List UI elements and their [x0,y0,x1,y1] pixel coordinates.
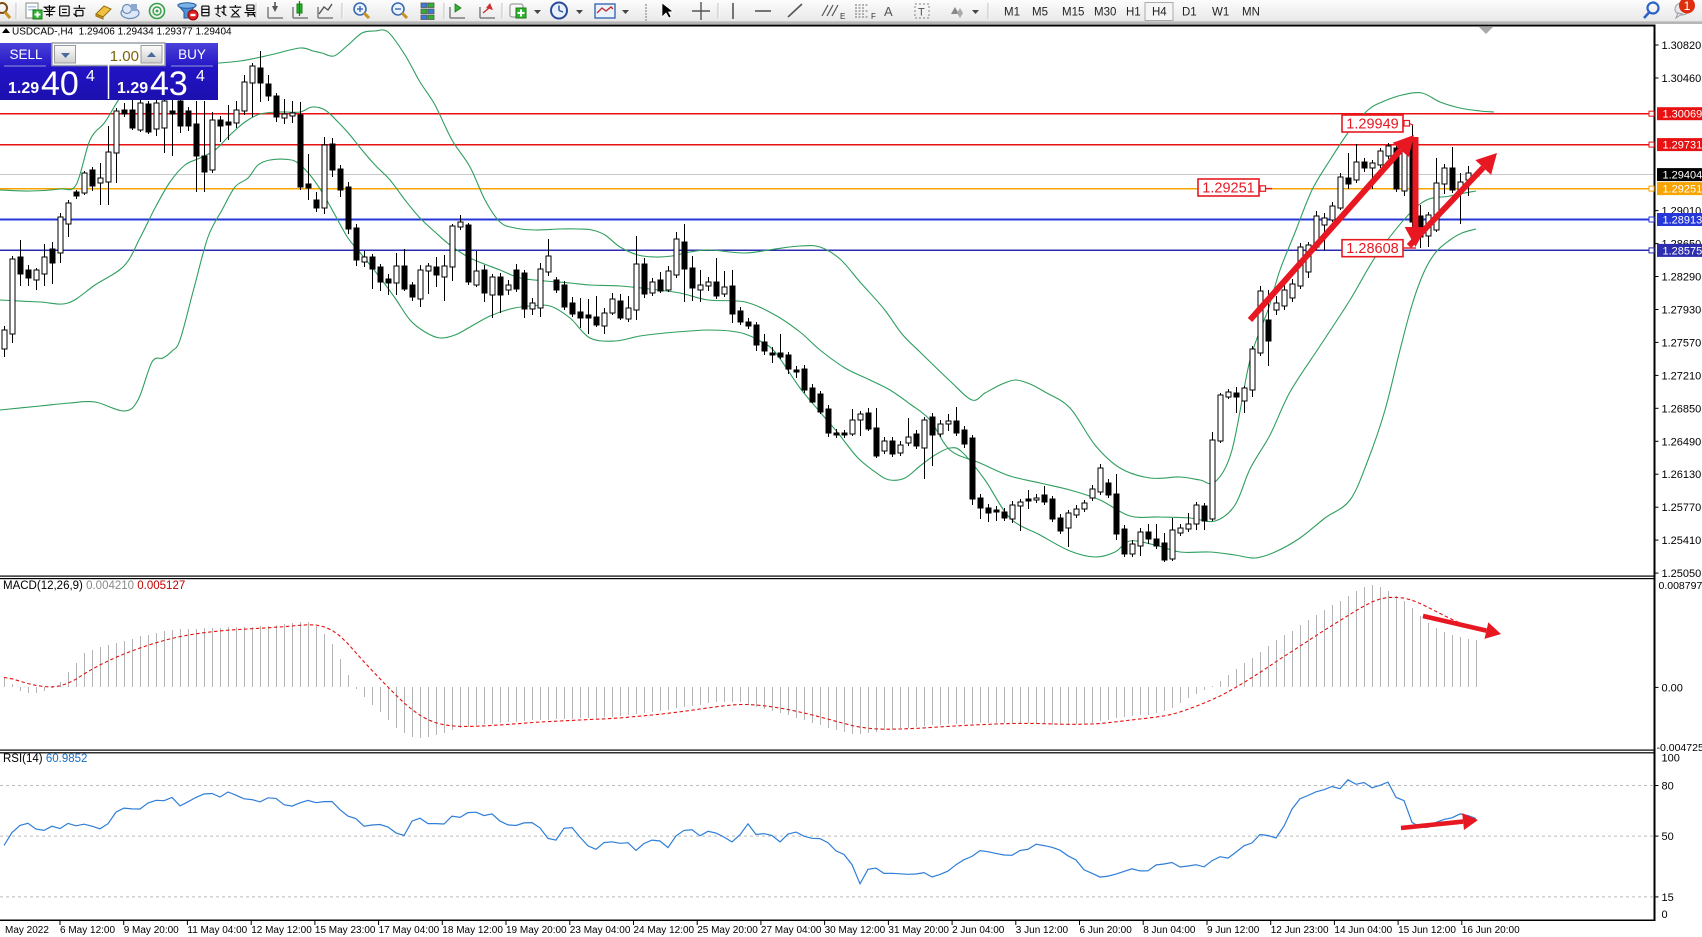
svg-text:9 May 20:00: 9 May 20:00 [124,925,179,936]
svg-text:4: 4 [86,68,95,85]
svg-text:W1: W1 [1212,7,1229,19]
svg-text:80: 80 [1662,781,1674,793]
svg-text:40: 40 [41,65,79,103]
svg-text:31 May 20:00: 31 May 20:00 [888,925,949,936]
svg-text:14 Jun 04:00: 14 Jun 04:00 [1334,925,1392,936]
svg-text:1.29: 1.29 [8,80,39,97]
svg-text:27 May 04:00: 27 May 04:00 [761,925,822,936]
svg-text:1.30460: 1.30460 [1662,73,1702,85]
svg-text:0: 0 [1662,909,1668,921]
svg-text:3 Jun 12:00: 3 Jun 12:00 [1016,925,1069,936]
svg-text:-0.004725: -0.004725 [1657,742,1702,754]
svg-text:1: 1 [1684,0,1691,13]
svg-text:1.00: 1.00 [110,48,139,65]
svg-text:1.25050: 1.25050 [1662,568,1702,580]
svg-text:1.28290: 1.28290 [1662,272,1702,284]
svg-text:1.28575: 1.28575 [1663,245,1702,257]
svg-text:1.26850: 1.26850 [1662,403,1702,415]
svg-text:H4: H4 [1152,7,1167,19]
svg-text:18 May 12:00: 18 May 12:00 [442,925,503,936]
svg-text:1.29949: 1.29949 [1346,117,1398,133]
svg-text:USDCAD-,H4 1.29406 1.29434 1.: USDCAD-,H4 1.29406 1.29434 1.29377 1.294… [12,27,232,38]
svg-text:15 Jun 12:00: 15 Jun 12:00 [1398,925,1456,936]
svg-text:1.29251: 1.29251 [1663,184,1702,196]
svg-text:1.27930: 1.27930 [1662,305,1702,317]
svg-text:50: 50 [1662,831,1674,843]
svg-text:1.25410: 1.25410 [1662,535,1702,547]
svg-text:H1: H1 [1126,7,1141,19]
svg-text:A: A [884,4,893,19]
svg-text:16 Jun 20:00: 16 Jun 20:00 [1462,925,1520,936]
svg-text:1.27570: 1.27570 [1662,337,1702,349]
svg-text:1.26130: 1.26130 [1662,469,1702,481]
svg-text:12 Jun 23:00: 12 Jun 23:00 [1271,925,1329,936]
svg-text:4: 4 [196,68,205,85]
svg-text:30 May 12:00: 30 May 12:00 [825,925,886,936]
svg-text:1.29251: 1.29251 [1202,181,1254,197]
svg-text:1.30820: 1.30820 [1662,40,1702,52]
svg-text:15: 15 [1662,892,1674,904]
svg-text:T: T [918,7,925,19]
svg-text:1.29731: 1.29731 [1663,140,1702,152]
svg-text:BUY: BUY [178,47,206,62]
svg-text:8 Jun 04:00: 8 Jun 04:00 [1143,925,1196,936]
svg-text:19 May 20:00: 19 May 20:00 [506,925,567,936]
svg-text:1.26490: 1.26490 [1662,436,1702,448]
svg-text:17 May 04:00: 17 May 04:00 [379,925,440,936]
svg-text:MACD(12,26,9) 0.004210 0.00512: MACD(12,26,9) 0.004210 0.005127 [3,580,185,592]
svg-text:1.28913: 1.28913 [1663,215,1702,227]
svg-text:F: F [871,12,876,21]
svg-text:100: 100 [1662,753,1680,765]
svg-text:M30: M30 [1094,7,1116,19]
svg-text:1.29404: 1.29404 [1663,170,1702,182]
svg-text:1.30069: 1.30069 [1663,109,1702,121]
svg-text:M1: M1 [1004,7,1020,19]
svg-text:E: E [840,12,845,21]
svg-text:12 May 12:00: 12 May 12:00 [251,925,312,936]
svg-text:11 May 04:00: 11 May 04:00 [187,925,247,936]
svg-text:2 Jun 04:00: 2 Jun 04:00 [952,925,1005,936]
svg-text:15 May 23:00: 15 May 23:00 [315,925,376,936]
svg-text:25 May 20:00: 25 May 20:00 [697,925,758,936]
svg-text:23 May 04:00: 23 May 04:00 [570,925,631,936]
svg-text:43: 43 [150,65,188,103]
svg-text:SELL: SELL [9,47,43,62]
svg-text:1.28608: 1.28608 [1346,241,1398,257]
svg-text:1.27210: 1.27210 [1662,370,1702,382]
svg-text:0.00: 0.00 [1662,682,1683,694]
svg-text:1.29: 1.29 [117,80,148,97]
svg-text:1.25770: 1.25770 [1662,502,1702,514]
svg-text:9 Jun 12:00: 9 Jun 12:00 [1207,925,1260,936]
svg-text:0.008797: 0.008797 [1659,580,1702,592]
svg-text:M5: M5 [1032,7,1048,19]
svg-text:MN: MN [1242,7,1260,19]
svg-text:M15: M15 [1062,7,1084,19]
svg-text:6 May 12:00: 6 May 12:00 [60,925,115,936]
svg-text:D1: D1 [1182,7,1197,19]
svg-text:6 Jun 20:00: 6 Jun 20:00 [1080,925,1133,936]
svg-text:24 May 12:00: 24 May 12:00 [634,925,695,936]
svg-text:May 2022: May 2022 [5,925,49,936]
svg-text:RSI(14) 60.9852: RSI(14) 60.9852 [3,753,87,765]
